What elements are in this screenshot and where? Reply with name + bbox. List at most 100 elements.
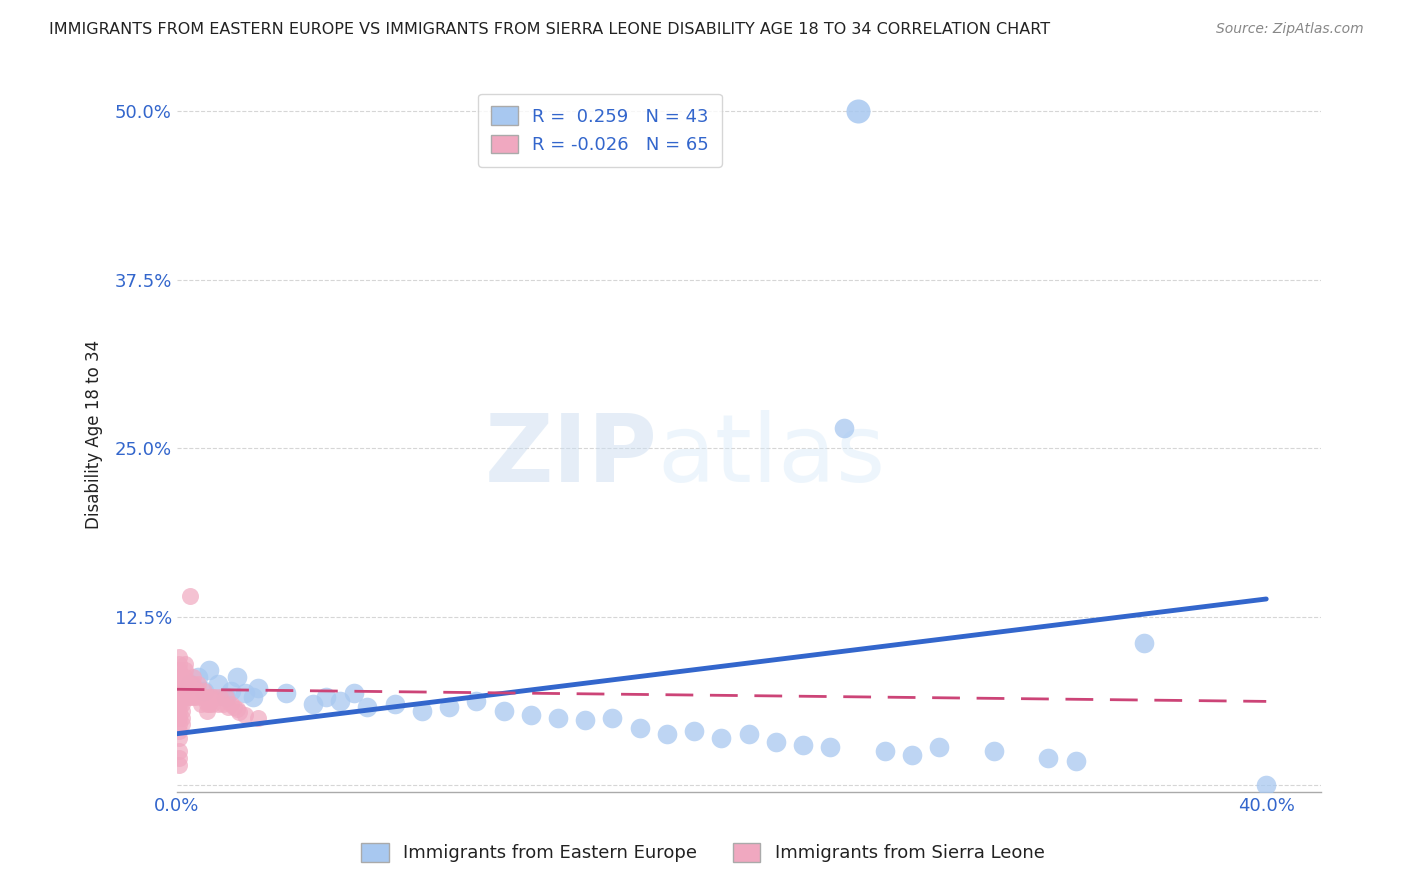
Point	[1256, 778, 1278, 792]
Point	[166, 690, 188, 705]
Point	[172, 670, 194, 684]
Point	[169, 664, 191, 678]
Point	[225, 702, 247, 716]
Point	[207, 697, 229, 711]
Point	[169, 751, 191, 765]
Point	[683, 724, 706, 739]
Point	[343, 686, 366, 700]
Point	[184, 690, 207, 705]
Point	[190, 690, 212, 705]
Point	[172, 677, 194, 691]
Point	[169, 704, 191, 718]
Point	[242, 690, 264, 705]
Point	[233, 707, 256, 722]
Point	[832, 421, 855, 435]
Point	[602, 710, 624, 724]
Point	[181, 670, 204, 684]
Point	[169, 670, 191, 684]
Legend: R =  0.259   N = 43, R = -0.026   N = 65: R = 0.259 N = 43, R = -0.026 N = 65	[478, 94, 721, 167]
Point	[172, 704, 194, 718]
Point	[173, 690, 195, 705]
Point	[173, 677, 195, 691]
Point	[792, 738, 814, 752]
Point	[655, 727, 678, 741]
Legend: Immigrants from Eastern Europe, Immigrants from Sierra Leone: Immigrants from Eastern Europe, Immigran…	[354, 836, 1052, 870]
Point	[179, 690, 201, 705]
Point	[710, 731, 733, 745]
Point	[1132, 636, 1154, 650]
Point	[181, 677, 204, 691]
Point	[737, 727, 759, 741]
Point	[187, 683, 209, 698]
Point	[209, 690, 232, 705]
Point	[302, 697, 325, 711]
Point	[411, 704, 433, 718]
Point	[215, 690, 238, 705]
Point	[169, 677, 191, 691]
Point	[873, 744, 896, 758]
Point	[169, 697, 191, 711]
Point	[169, 757, 191, 772]
Point	[169, 683, 191, 698]
Point	[846, 104, 869, 119]
Point	[356, 699, 378, 714]
Point	[983, 744, 1005, 758]
Point	[492, 704, 515, 718]
Point	[212, 697, 235, 711]
Point	[574, 713, 596, 727]
Point	[228, 705, 250, 719]
Point	[173, 664, 195, 678]
Point	[193, 690, 215, 705]
Point	[187, 670, 209, 684]
Point	[384, 697, 406, 711]
Point	[195, 704, 218, 718]
Point	[176, 683, 198, 698]
Point	[181, 690, 204, 705]
Point	[437, 699, 460, 714]
Point	[1038, 751, 1060, 765]
Point	[204, 690, 226, 705]
Point	[169, 744, 191, 758]
Point	[233, 686, 256, 700]
Point	[222, 699, 245, 714]
Point	[329, 694, 352, 708]
Point	[547, 710, 569, 724]
Point	[765, 735, 787, 749]
Point	[173, 683, 195, 698]
Point	[198, 664, 221, 678]
Point	[169, 657, 191, 671]
Point	[901, 748, 924, 763]
Point	[207, 677, 229, 691]
Point	[172, 690, 194, 705]
Point	[184, 683, 207, 698]
Text: IMMIGRANTS FROM EASTERN EUROPE VS IMMIGRANTS FROM SIERRA LEONE DISABILITY AGE 18: IMMIGRANTS FROM EASTERN EUROPE VS IMMIGR…	[49, 22, 1050, 37]
Point	[195, 697, 218, 711]
Point	[169, 710, 191, 724]
Point	[519, 707, 541, 722]
Point	[217, 699, 239, 714]
Point	[172, 683, 194, 698]
Point	[169, 731, 191, 745]
Point	[198, 690, 221, 705]
Text: atlas: atlas	[657, 410, 886, 502]
Point	[172, 697, 194, 711]
Point	[176, 690, 198, 705]
Point	[176, 677, 198, 691]
Point	[173, 670, 195, 684]
Point	[928, 740, 950, 755]
Y-axis label: Disability Age 18 to 34: Disability Age 18 to 34	[86, 340, 103, 529]
Point	[1064, 754, 1087, 768]
Point	[628, 722, 651, 736]
Point	[193, 683, 215, 698]
Point	[225, 670, 247, 684]
Point	[179, 677, 201, 691]
Point	[179, 589, 201, 603]
Point	[169, 649, 191, 664]
Point	[173, 657, 195, 671]
Point	[169, 717, 191, 731]
Text: Source: ZipAtlas.com: Source: ZipAtlas.com	[1216, 22, 1364, 37]
Point	[201, 690, 224, 705]
Point	[219, 683, 242, 698]
Point	[187, 677, 209, 691]
Point	[172, 717, 194, 731]
